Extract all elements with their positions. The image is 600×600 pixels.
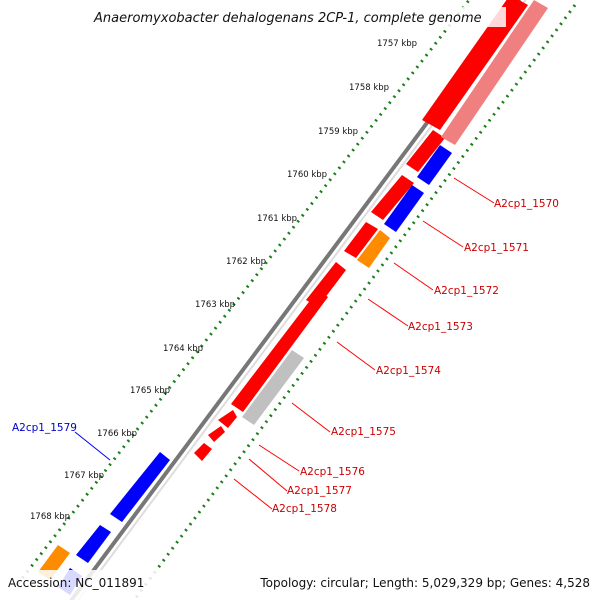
tick-label: 1765 kbp [130, 386, 170, 396]
tick-label: 1758 kbp [349, 83, 389, 93]
gene-arrow[interactable] [208, 426, 225, 442]
gene-label[interactable]: A2cp1_1574 [376, 365, 441, 377]
gene-arrow[interactable] [371, 175, 414, 220]
gene-labels: A2cp1_1570 A2cp1_1571 A2cp1_1572 A2cp1_1… [12, 198, 559, 515]
gene-label[interactable]: A2cp1_1570 [494, 198, 559, 210]
leader-line [248, 458, 288, 492]
gene-arrow[interactable] [242, 350, 304, 425]
forward-genes [194, 0, 528, 461]
leader-line [233, 478, 273, 510]
gene-arrow[interactable] [110, 452, 170, 522]
tick-label: 1763 kbp [195, 300, 235, 310]
leader-line [367, 298, 409, 327]
gene-label[interactable]: A2cp1_1572 [434, 285, 499, 297]
gene-arrow[interactable] [194, 443, 212, 461]
tick-label: 1768 kbp [30, 512, 70, 522]
tick-label: 1760 kbp [287, 170, 327, 180]
gene-label[interactable]: A2cp1_1577 [287, 485, 352, 497]
gene-label[interactable]: A2cp1_1575 [331, 426, 396, 438]
tick-label: 1764 kbp [163, 344, 203, 354]
leader-line [393, 262, 434, 291]
gene-leader-lines [74, 177, 495, 510]
tick-label: 1767 kbp [64, 471, 104, 481]
tick-label: 1762 kbp [226, 257, 266, 267]
gene-arrow[interactable] [357, 230, 390, 268]
gene-label[interactable]: A2cp1_1576 [300, 466, 365, 478]
gene-arrow[interactable] [344, 222, 378, 258]
gene-arrow[interactable] [417, 145, 452, 185]
genome-summary-text: Topology: circular; Length: 5,029,329 bp… [259, 576, 590, 590]
leader-line [453, 177, 495, 204]
gene-label[interactable]: A2cp1_1579 [12, 422, 77, 434]
inner-tick-ring [133, 4, 577, 600]
gene-arrow[interactable] [422, 0, 528, 130]
tick-label: 1766 kbp [97, 429, 137, 439]
gene-label[interactable]: A2cp1_1578 [272, 503, 337, 515]
map-title: Anaeromyxobacter dehalogenans 2CP-1, com… [93, 11, 482, 26]
tick-labels: 1757 kbp 1758 kbp 1759 kbp 1760 kbp 1761… [30, 39, 417, 522]
footer-backdrop [0, 570, 600, 600]
accession-text: Accession: NC_011891 [8, 576, 144, 590]
gene-arrow[interactable] [218, 410, 237, 428]
tick-label: 1759 kbp [318, 127, 358, 137]
gene-arrow[interactable] [76, 525, 111, 563]
leader-line [422, 220, 464, 248]
outer-tick-ring [15, 0, 472, 586]
gene-arrow[interactable] [406, 130, 445, 172]
gene-label[interactable]: A2cp1_1571 [464, 242, 529, 254]
gene-arrow[interactable] [231, 290, 328, 412]
title-backdrop [90, 7, 506, 27]
tick-label: 1761 kbp [257, 214, 297, 224]
gene-label[interactable]: A2cp1_1573 [408, 321, 473, 333]
gene-arrow-faded[interactable] [441, 0, 548, 145]
gene-arrow[interactable] [384, 185, 424, 232]
tick-label: 1757 kbp [377, 39, 417, 49]
leader-line [74, 431, 111, 461]
leader-line [291, 402, 331, 433]
leader-line [258, 444, 300, 472]
leader-line [336, 341, 376, 371]
